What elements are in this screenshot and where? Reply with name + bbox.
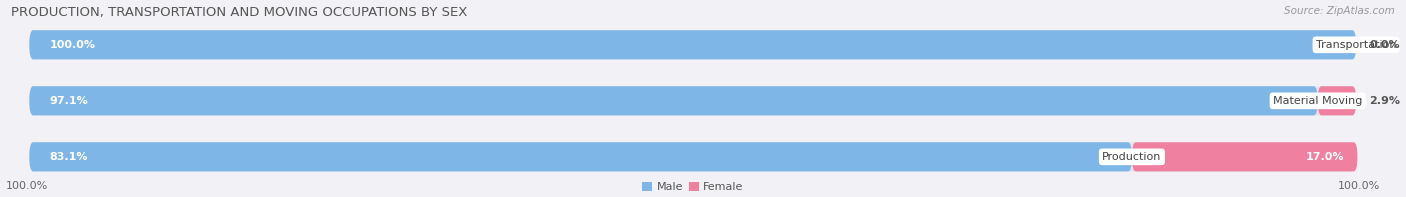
Text: 2.9%: 2.9%: [1369, 96, 1400, 106]
FancyBboxPatch shape: [30, 142, 1132, 171]
FancyBboxPatch shape: [30, 142, 1357, 171]
FancyBboxPatch shape: [1317, 86, 1357, 115]
Legend: Male, Female: Male, Female: [638, 177, 748, 197]
Text: Material Moving: Material Moving: [1272, 96, 1362, 106]
FancyBboxPatch shape: [30, 30, 1357, 59]
Text: 100.0%: 100.0%: [1337, 181, 1381, 191]
FancyBboxPatch shape: [30, 86, 1317, 115]
Text: 17.0%: 17.0%: [1306, 152, 1344, 162]
Text: 100.0%: 100.0%: [49, 40, 96, 50]
Text: Transportation: Transportation: [1316, 40, 1396, 50]
Text: PRODUCTION, TRANSPORTATION AND MOVING OCCUPATIONS BY SEX: PRODUCTION, TRANSPORTATION AND MOVING OC…: [11, 6, 468, 19]
Text: 0.0%: 0.0%: [1369, 40, 1400, 50]
Text: 97.1%: 97.1%: [49, 96, 89, 106]
FancyBboxPatch shape: [30, 30, 1357, 59]
FancyBboxPatch shape: [1132, 142, 1357, 171]
Text: 83.1%: 83.1%: [49, 152, 87, 162]
Text: Production: Production: [1102, 152, 1161, 162]
Text: Source: ZipAtlas.com: Source: ZipAtlas.com: [1284, 6, 1395, 16]
FancyBboxPatch shape: [30, 86, 1357, 115]
Text: 100.0%: 100.0%: [6, 181, 48, 191]
